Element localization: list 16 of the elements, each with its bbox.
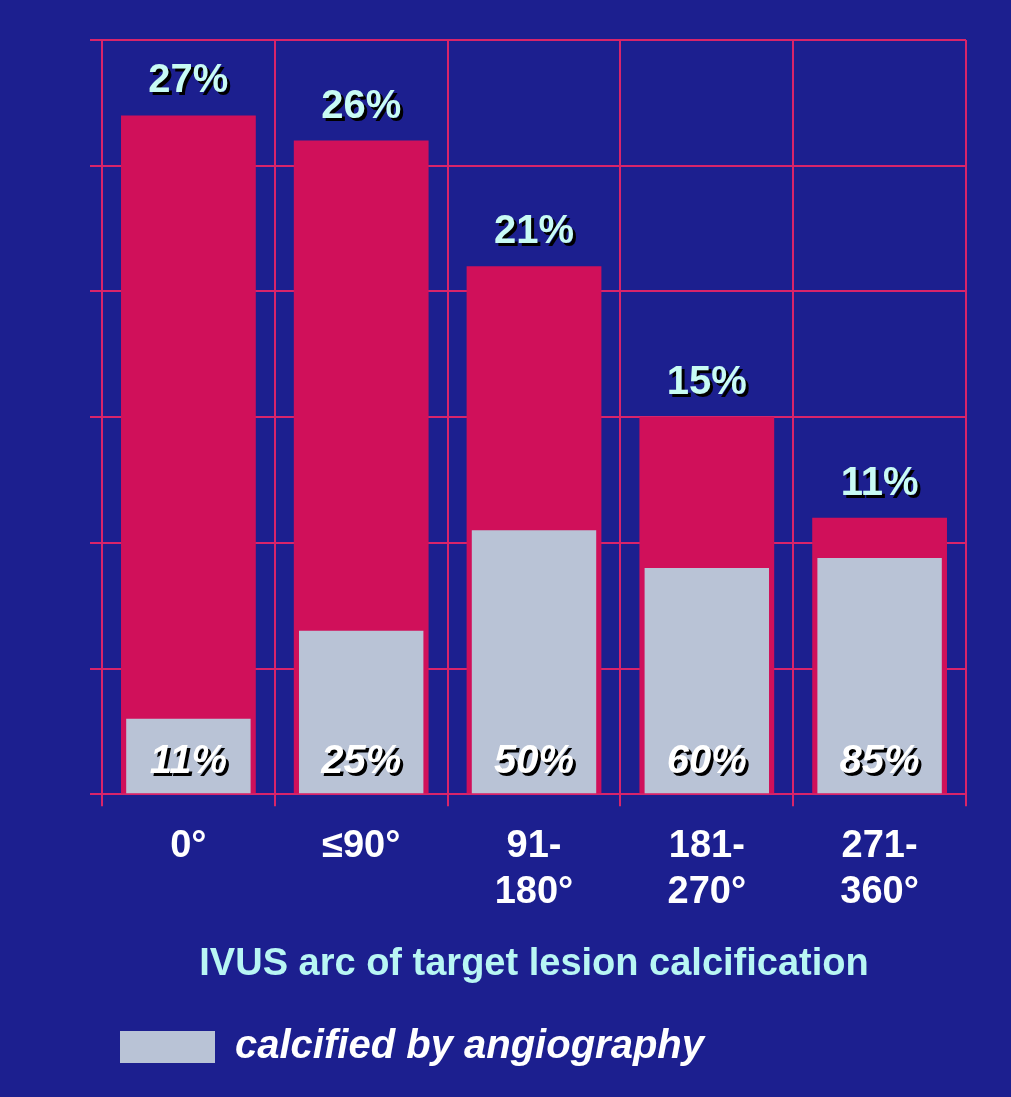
x-tick-label: 0° — [170, 823, 207, 866]
data-label: 11% — [843, 461, 922, 506]
annotation: 85% — [842, 740, 923, 785]
x-tick-label: 181-270° — [667, 823, 747, 912]
annotation: 50% — [496, 740, 578, 785]
x-tick-label: ≤90° — [322, 823, 401, 866]
annotation: 60% — [669, 740, 750, 785]
legend-label: calcified by angiography — [235, 1022, 706, 1067]
data-label: 15% — [669, 361, 750, 406]
data-label: 26% — [324, 84, 405, 129]
x-tick-label: 271-360° — [840, 823, 919, 912]
data-label: 21% — [496, 210, 578, 255]
x-axis-title: IVUS arc of target lesion calcification — [199, 940, 869, 983]
data-label: 27% — [151, 59, 232, 104]
annotation: 11% — [152, 740, 230, 785]
x-tick-label: 91-180° — [494, 823, 574, 912]
